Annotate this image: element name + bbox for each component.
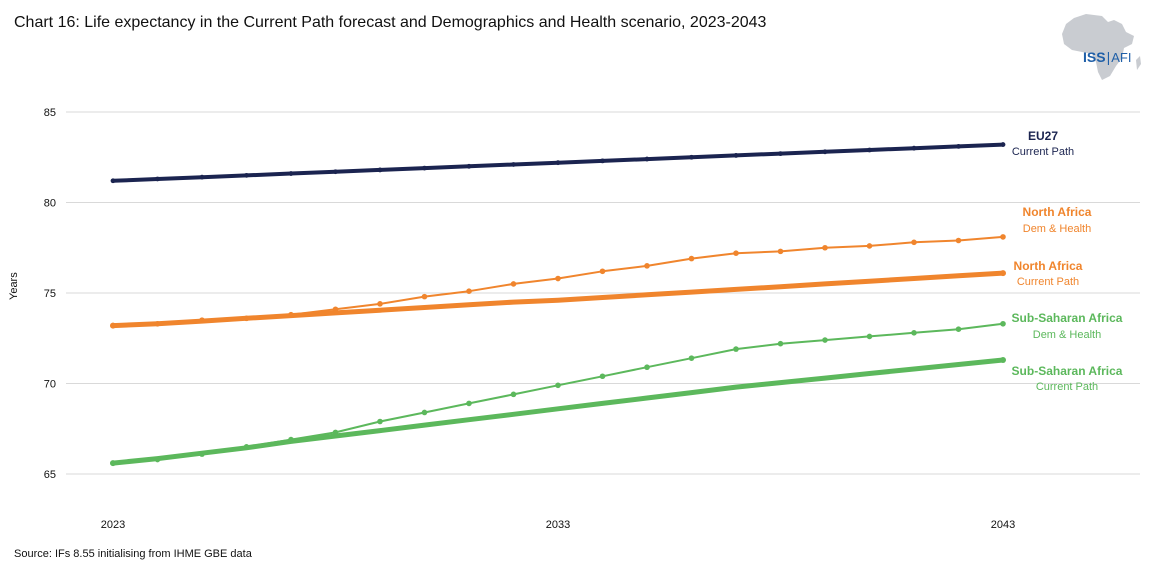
data-point-north-africa-dem-health-2037 xyxy=(733,250,739,256)
series-label-sub-saharan-africa-dem-health: Sub-Saharan Africa xyxy=(1012,311,1123,325)
y-tick-label-75: 75 xyxy=(44,288,56,300)
data-point-eu27-current-path-2037 xyxy=(733,153,739,158)
data-point-north-africa-dem-health-2041 xyxy=(911,239,917,246)
data-point-sub-saharan-africa-dem-health-2029 xyxy=(377,418,383,425)
data-point-north-africa-current-path-start xyxy=(110,322,116,329)
y-axis-label: Years xyxy=(8,272,20,300)
iss-afi-logo: ISS|AFI xyxy=(1083,49,1131,65)
y-tick-label-80: 80 xyxy=(44,198,56,210)
data-point-sub-saharan-africa-dem-health-2038 xyxy=(777,340,784,347)
data-point-sub-saharan-africa-dem-health-2035 xyxy=(644,364,650,371)
data-point-eu27-current-path-2027 xyxy=(288,171,294,176)
x-tick-label-2043: 2043 xyxy=(991,519,1015,531)
series-sublabel-north-africa-current-path: Current Path xyxy=(1017,276,1079,288)
data-point-north-africa-dem-health-2035 xyxy=(644,263,650,269)
data-point-eu27-current-path-2041 xyxy=(911,145,917,151)
data-point-eu27-current-path-2042 xyxy=(956,143,961,149)
data-point-sub-saharan-africa-dem-health-2043 xyxy=(1000,320,1006,327)
data-point-sub-saharan-africa-dem-health-2036 xyxy=(688,355,695,361)
data-point-north-africa-dem-health-2030 xyxy=(421,293,428,300)
data-point-eu27-current-path-2039 xyxy=(822,149,828,155)
data-point-north-africa-dem-health-2029 xyxy=(377,301,383,307)
data-point-sub-saharan-africa-dem-health-2032 xyxy=(510,391,517,398)
data-point-eu27-current-path-2032 xyxy=(511,162,516,167)
data-point-eu27-current-path-2031 xyxy=(466,163,472,169)
data-point-sub-saharan-africa-dem-health-2042 xyxy=(955,326,962,333)
data-point-sub-saharan-africa-current-path-end xyxy=(1000,356,1006,363)
data-point-north-africa-dem-health-2040 xyxy=(866,243,873,249)
y-tick-label-65: 65 xyxy=(44,469,56,481)
chart-title: Chart 16: Life expectancy in the Current… xyxy=(14,14,767,31)
x-tick-label-2023: 2023 xyxy=(101,519,125,531)
data-point-north-africa-dem-health-2039 xyxy=(822,244,828,251)
data-point-eu27-current-path-2030 xyxy=(422,165,427,171)
data-point-sub-saharan-africa-dem-health-2037 xyxy=(733,346,739,352)
data-point-north-africa-dem-health-2043 xyxy=(1000,234,1006,240)
series-sublabel-sub-saharan-africa-dem-health: Dem & Health xyxy=(1033,329,1101,341)
series-label-eu27-current-path: EU27 xyxy=(1028,129,1058,143)
data-point-north-africa-dem-health-2033 xyxy=(555,275,561,282)
series-line-sub-saharan-africa-dem-health xyxy=(112,322,1004,465)
series-label-north-africa-current-path: North Africa xyxy=(1014,259,1083,273)
logo-afi: AFI xyxy=(1111,50,1132,65)
data-point-eu27-current-path-2023 xyxy=(110,178,116,184)
x-tick-label-2033: 2033 xyxy=(546,519,570,531)
data-point-eu27-current-path-2036 xyxy=(689,154,694,160)
data-point-sub-saharan-africa-dem-health-2039 xyxy=(822,337,828,343)
series-sublabel-eu27-current-path: Current Path xyxy=(1012,146,1074,158)
data-point-north-africa-dem-health-2034 xyxy=(599,268,606,275)
series-label-sub-saharan-africa-current-path: Sub-Saharan Africa xyxy=(1012,364,1123,378)
logo-iss: ISS xyxy=(1083,49,1106,65)
series-line-sub-saharan-africa-current-path xyxy=(110,357,1006,466)
data-point-north-africa-dem-health-2032 xyxy=(510,281,517,287)
source-note: Source: IFs 8.55 initialising from IHME … xyxy=(14,548,252,560)
data-point-sub-saharan-africa-dem-health-2040 xyxy=(866,333,873,340)
data-point-sub-saharan-africa-current-path-start xyxy=(110,460,116,467)
data-point-eu27-current-path-2029 xyxy=(377,167,383,173)
y-tick-label-70: 70 xyxy=(44,379,56,391)
data-point-eu27-current-path-2024 xyxy=(155,176,160,182)
data-point-sub-saharan-africa-dem-health-2033 xyxy=(555,382,561,389)
data-point-eu27-current-path-2035 xyxy=(644,156,650,162)
data-point-eu27-current-path-2026 xyxy=(244,172,249,178)
data-point-eu27-current-path-2025 xyxy=(199,174,205,180)
africa-map-logo-icon xyxy=(1062,14,1141,80)
series-sublabel-sub-saharan-africa-current-path: Current Path xyxy=(1036,381,1098,393)
data-point-north-africa-dem-health-2042 xyxy=(955,237,962,244)
data-point-sub-saharan-africa-dem-health-2030 xyxy=(421,409,428,416)
y-tick-label-85: 85 xyxy=(44,107,56,119)
data-point-north-africa-dem-health-2031 xyxy=(466,288,472,294)
data-point-eu27-current-path-2034 xyxy=(600,158,605,164)
series-label-north-africa-dem-health: North Africa xyxy=(1023,205,1092,219)
data-point-eu27-current-path-2033 xyxy=(555,160,561,166)
data-point-sub-saharan-africa-dem-health-2041 xyxy=(911,330,917,336)
data-point-north-africa-dem-health-2038 xyxy=(777,248,784,255)
data-point-eu27-current-path-2043 xyxy=(1000,142,1006,147)
data-point-eu27-current-path-2038 xyxy=(778,151,783,157)
data-point-eu27-current-path-2040 xyxy=(867,147,872,153)
series-line-north-africa-current-path xyxy=(110,270,1006,329)
series-sublabel-north-africa-dem-health: Dem & Health xyxy=(1023,223,1091,235)
data-point-north-africa-current-path-end xyxy=(1000,270,1006,277)
data-point-sub-saharan-africa-dem-health-2031 xyxy=(466,400,472,407)
data-point-sub-saharan-africa-dem-health-2034 xyxy=(599,373,606,380)
logo-separator: | xyxy=(1106,49,1111,65)
data-point-eu27-current-path-2028 xyxy=(333,169,338,175)
data-point-north-africa-dem-health-2036 xyxy=(688,255,695,262)
